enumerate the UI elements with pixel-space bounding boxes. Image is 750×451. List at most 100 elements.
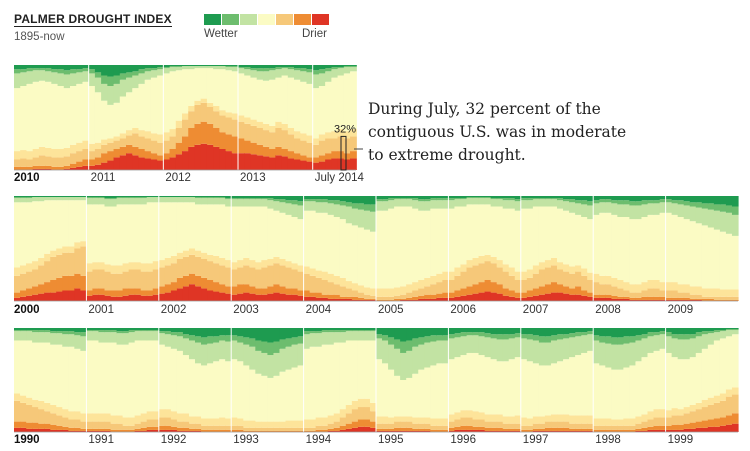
area-segment <box>430 425 437 430</box>
area-segment <box>32 196 39 198</box>
area-segment <box>32 328 39 331</box>
area-segment <box>309 328 317 332</box>
area-segment <box>312 74 320 89</box>
area-segment <box>231 262 238 270</box>
year-label: 2010 <box>14 172 40 184</box>
area-segment <box>376 428 383 431</box>
area-segment <box>291 430 299 432</box>
area-segment <box>98 430 106 432</box>
area-segment <box>237 361 244 419</box>
area-segment <box>86 413 94 422</box>
area-segment <box>98 342 106 414</box>
area-segment <box>158 260 166 268</box>
area-segment <box>243 206 250 258</box>
area-segment <box>219 196 226 198</box>
area-segment <box>623 296 630 299</box>
area-segment <box>382 210 389 289</box>
area-segment <box>514 196 522 200</box>
area-segment <box>701 298 709 301</box>
area-segment <box>20 330 27 332</box>
area-segment <box>92 269 100 289</box>
area-segment <box>62 334 69 347</box>
area-segment <box>490 427 498 431</box>
area-segment <box>188 284 196 301</box>
area-segment <box>26 197 33 199</box>
area-segment <box>557 200 564 209</box>
area-segment <box>152 419 160 427</box>
area-segment <box>448 271 456 280</box>
area-segment <box>351 290 359 297</box>
area-segment <box>158 202 166 261</box>
area-segment <box>287 77 295 128</box>
area-segment <box>140 330 148 332</box>
area-segment <box>169 67 177 72</box>
area-segment <box>581 428 588 431</box>
area-segment <box>303 273 311 291</box>
area-segment <box>98 262 106 270</box>
area-segment <box>231 199 238 207</box>
area-segment <box>207 328 214 337</box>
area-segment <box>126 144 133 154</box>
area-segment <box>412 328 419 339</box>
area-segment <box>345 331 353 341</box>
area-segment <box>70 73 77 86</box>
area-segment <box>454 419 462 427</box>
area-segment <box>76 72 84 84</box>
area-segment <box>430 298 437 301</box>
area-segment <box>128 328 136 331</box>
area-segment <box>68 419 75 428</box>
area-segment <box>731 214 739 236</box>
area-segment <box>176 277 184 289</box>
area-segment <box>219 328 226 336</box>
area-segment <box>170 196 178 198</box>
area-segment <box>333 217 341 276</box>
area-segment <box>44 328 51 331</box>
area-segment <box>294 70 301 80</box>
area-segment <box>725 336 733 390</box>
area-segment <box>170 348 178 412</box>
area-segment <box>599 202 606 213</box>
area-segment <box>98 428 106 431</box>
area-segment <box>152 197 160 203</box>
area-segment <box>80 328 87 333</box>
area-segment <box>175 66 183 68</box>
area-segment <box>195 196 202 198</box>
area-segment <box>496 196 504 199</box>
area-segment <box>20 86 28 151</box>
area-segment <box>653 425 661 430</box>
area-segment <box>617 288 624 297</box>
area-segment <box>312 70 320 75</box>
area-segment <box>339 201 347 206</box>
area-segment <box>237 284 244 294</box>
area-segment <box>126 92 133 131</box>
area-segment <box>689 206 697 222</box>
area-segment <box>677 424 685 430</box>
area-segment <box>182 65 189 67</box>
area-segment <box>593 340 600 364</box>
area-segment <box>188 423 196 429</box>
area-segment <box>713 204 721 211</box>
area-segment <box>713 330 721 333</box>
area-segment <box>436 198 443 201</box>
area-segment <box>514 297 522 301</box>
area-segment <box>291 328 299 338</box>
area-segment <box>70 65 77 70</box>
area-segment <box>200 98 208 103</box>
area-segment <box>92 204 100 263</box>
area-segment <box>273 196 281 200</box>
area-segment <box>176 196 184 198</box>
area-segment <box>138 149 146 158</box>
area-segment <box>86 340 94 414</box>
area-segment <box>201 425 208 430</box>
area-segment <box>213 146 220 170</box>
area-segment <box>38 428 45 432</box>
area-segment <box>122 196 130 198</box>
area-segment <box>195 336 202 343</box>
area-segment <box>520 359 528 418</box>
area-segment <box>80 241 87 247</box>
area-segment <box>92 198 100 205</box>
area-segment <box>695 336 703 353</box>
area-segment <box>213 291 220 301</box>
area-segment <box>297 290 305 296</box>
area-segment <box>116 290 124 297</box>
